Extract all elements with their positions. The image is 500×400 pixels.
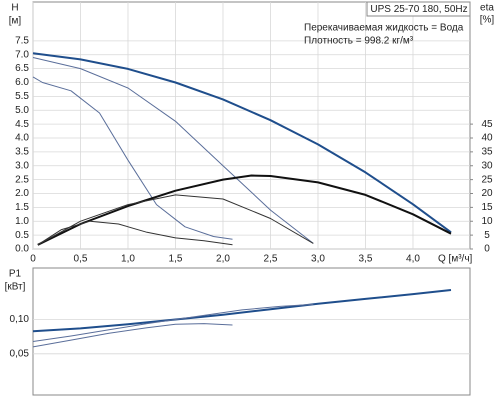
x-axis-label: Q [м³/ч] [438,254,473,265]
y2-tick-label: 10 [481,216,493,227]
y-tick-label: 3.5 [15,147,29,158]
x-tick-label: 0,5 [74,254,88,265]
y-tick-label: 0,10 [10,314,30,325]
y-tick-label: 3.0 [15,160,29,171]
y-axis-label: P1 [9,269,22,280]
curve [37,174,452,246]
y-tick-label: 6.0 [15,77,29,88]
y-tick-label: 4.5 [15,119,29,130]
y2-tick-label: 0 [484,244,490,255]
x-tick-label: 0 [30,254,36,265]
curve [32,76,233,240]
y2-axis-unit: [%] [480,15,495,26]
y-tick-label: 7.5 [15,35,29,46]
y2-axis-label: eta [480,3,494,14]
y-tick-label: 2.5 [15,174,29,185]
y2-tick-label: 40 [481,133,493,144]
y2-tick-label: 25 [481,174,493,185]
title-box [366,1,471,17]
curve [32,303,314,342]
curve [37,220,233,246]
y2-tick-label: 35 [481,147,493,158]
y-tick-label: 2.0 [15,188,29,199]
x-tick-label: 2,0 [216,254,230,265]
x-tick-label: 3,0 [311,254,325,265]
y-tick-label: 0.5 [15,230,29,241]
y-tick-label: 6.5 [15,63,29,74]
y-tick-label: 1.0 [15,216,29,227]
curve [37,194,314,246]
y-tick-label: 7.0 [15,49,29,60]
y-tick-label: 5.0 [15,105,29,116]
lines-layer [32,52,452,348]
y2-tick-label: 15 [481,202,493,213]
x-tick-label: 1,5 [169,254,183,265]
y-axis-unit: [кВт] [5,282,26,293]
curve [32,323,233,348]
x-tick-label: 4,0 [406,254,420,265]
y-axis-unit: [м] [9,16,22,27]
y-tick-label: 0,05 [10,348,30,359]
text-layer: 0.0 0.5 1.0 1.5 2.0 2.5 3.0 3.5 4.0 4.5 5.0 5.5 6.0 6… [5,1,495,359]
curve [32,289,452,333]
x-tick-label: 1,0 [121,254,135,265]
y-axis-label: H [11,3,18,14]
chart-title: UPS 25-70 180, 50Hz [370,4,467,15]
y-tick-label: 1.5 [15,202,29,213]
annotation: Плотность = 998.2 кг/м³ [304,36,414,47]
y2-tick-label: 30 [481,160,493,171]
plot-frame [32,267,471,396]
y-tick-label: 0.0 [15,244,29,255]
annotation: Перекачиваемая жидкость = Вода [304,23,464,34]
y2-tick-label: 20 [481,188,493,199]
curve [32,52,452,234]
curve [32,57,314,244]
y-tick-label: 4.0 [15,133,29,144]
y2-tick-label: 5 [484,230,490,241]
x-tick-label: 3,5 [359,254,373,265]
y-tick-label: 5.5 [15,91,29,102]
y2-tick-label: 45 [481,119,493,130]
x-tick-label: 2,5 [264,254,278,265]
